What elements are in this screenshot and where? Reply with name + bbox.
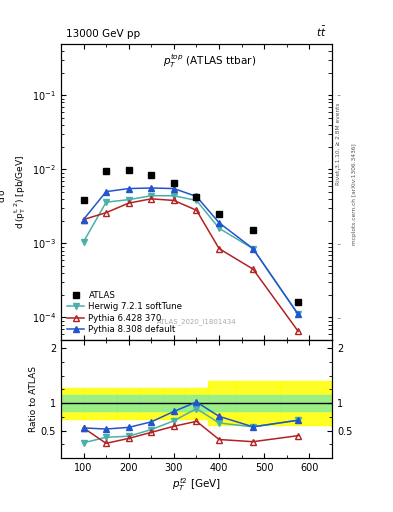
Pythia 6.428 370 <box>149 196 154 202</box>
Herwig 7.2.1 softTune <box>126 197 131 203</box>
ATLAS <box>104 168 108 174</box>
Line: Pythia 8.308 default: Pythia 8.308 default <box>81 185 301 317</box>
Text: mcplots.cern.ch [arXiv:1306.3436]: mcplots.cern.ch [arXiv:1306.3436] <box>352 144 357 245</box>
Pythia 6.428 370 <box>296 328 301 334</box>
X-axis label: $p_T^{t2}$ [GeV]: $p_T^{t2}$ [GeV] <box>172 476 221 493</box>
Line: Pythia 6.428 370: Pythia 6.428 370 <box>81 196 301 334</box>
Text: Rivet 3.1.10, ≥ 2.8M events: Rivet 3.1.10, ≥ 2.8M events <box>336 102 341 185</box>
Pythia 6.428 370 <box>171 198 176 204</box>
Pythia 8.308 default <box>171 185 176 191</box>
Pythia 6.428 370 <box>104 209 108 216</box>
Pythia 8.308 default <box>296 311 301 317</box>
Herwig 7.2.1 softTune <box>81 239 86 245</box>
Y-axis label: Ratio to ATLAS: Ratio to ATLAS <box>29 366 38 432</box>
ATLAS <box>217 211 222 217</box>
Herwig 7.2.1 softTune <box>149 193 154 199</box>
Pythia 6.428 370 <box>81 217 86 223</box>
Herwig 7.2.1 softTune <box>104 199 108 205</box>
ATLAS <box>81 198 86 204</box>
Herwig 7.2.1 softTune <box>194 198 199 204</box>
Pythia 8.308 default <box>104 188 108 195</box>
Pythia 8.308 default <box>126 185 131 191</box>
Pythia 6.428 370 <box>251 266 255 272</box>
Text: $t\bar{t}$: $t\bar{t}$ <box>316 25 327 39</box>
ATLAS <box>171 180 176 186</box>
Herwig 7.2.1 softTune <box>296 311 301 317</box>
Pythia 6.428 370 <box>194 207 199 214</box>
Text: $p_T^{top}$ (ATLAS ttbar): $p_T^{top}$ (ATLAS ttbar) <box>163 52 257 70</box>
Y-axis label: $\mathregular{d}\,\mathregular{\sigma^{fid}}$
$\mathregular{d\,(p_T^{t,2})}$ [pb: $\mathregular{d}\,\mathregular{\sigma^{f… <box>0 155 28 229</box>
Herwig 7.2.1 softTune <box>217 225 222 231</box>
Pythia 6.428 370 <box>126 200 131 206</box>
Pythia 8.308 default <box>194 194 199 200</box>
ATLAS <box>296 300 301 306</box>
Pythia 8.308 default <box>217 220 222 226</box>
Line: Herwig 7.2.1 softTune: Herwig 7.2.1 softTune <box>81 193 301 317</box>
ATLAS <box>149 172 154 178</box>
Pythia 8.308 default <box>251 246 255 252</box>
Herwig 7.2.1 softTune <box>251 246 255 252</box>
ATLAS <box>126 167 131 173</box>
Herwig 7.2.1 softTune <box>171 193 176 199</box>
ATLAS <box>194 194 199 200</box>
Text: 13000 GeV pp: 13000 GeV pp <box>66 29 140 39</box>
Line: ATLAS: ATLAS <box>81 167 301 306</box>
ATLAS <box>251 227 255 233</box>
Text: ATLAS_2020_I1801434: ATLAS_2020_I1801434 <box>157 318 236 325</box>
Legend: ATLAS, Herwig 7.2.1 softTune, Pythia 6.428 370, Pythia 8.308 default: ATLAS, Herwig 7.2.1 softTune, Pythia 6.4… <box>65 290 184 335</box>
Pythia 6.428 370 <box>217 246 222 252</box>
Pythia 8.308 default <box>81 217 86 223</box>
Pythia 8.308 default <box>149 185 154 191</box>
